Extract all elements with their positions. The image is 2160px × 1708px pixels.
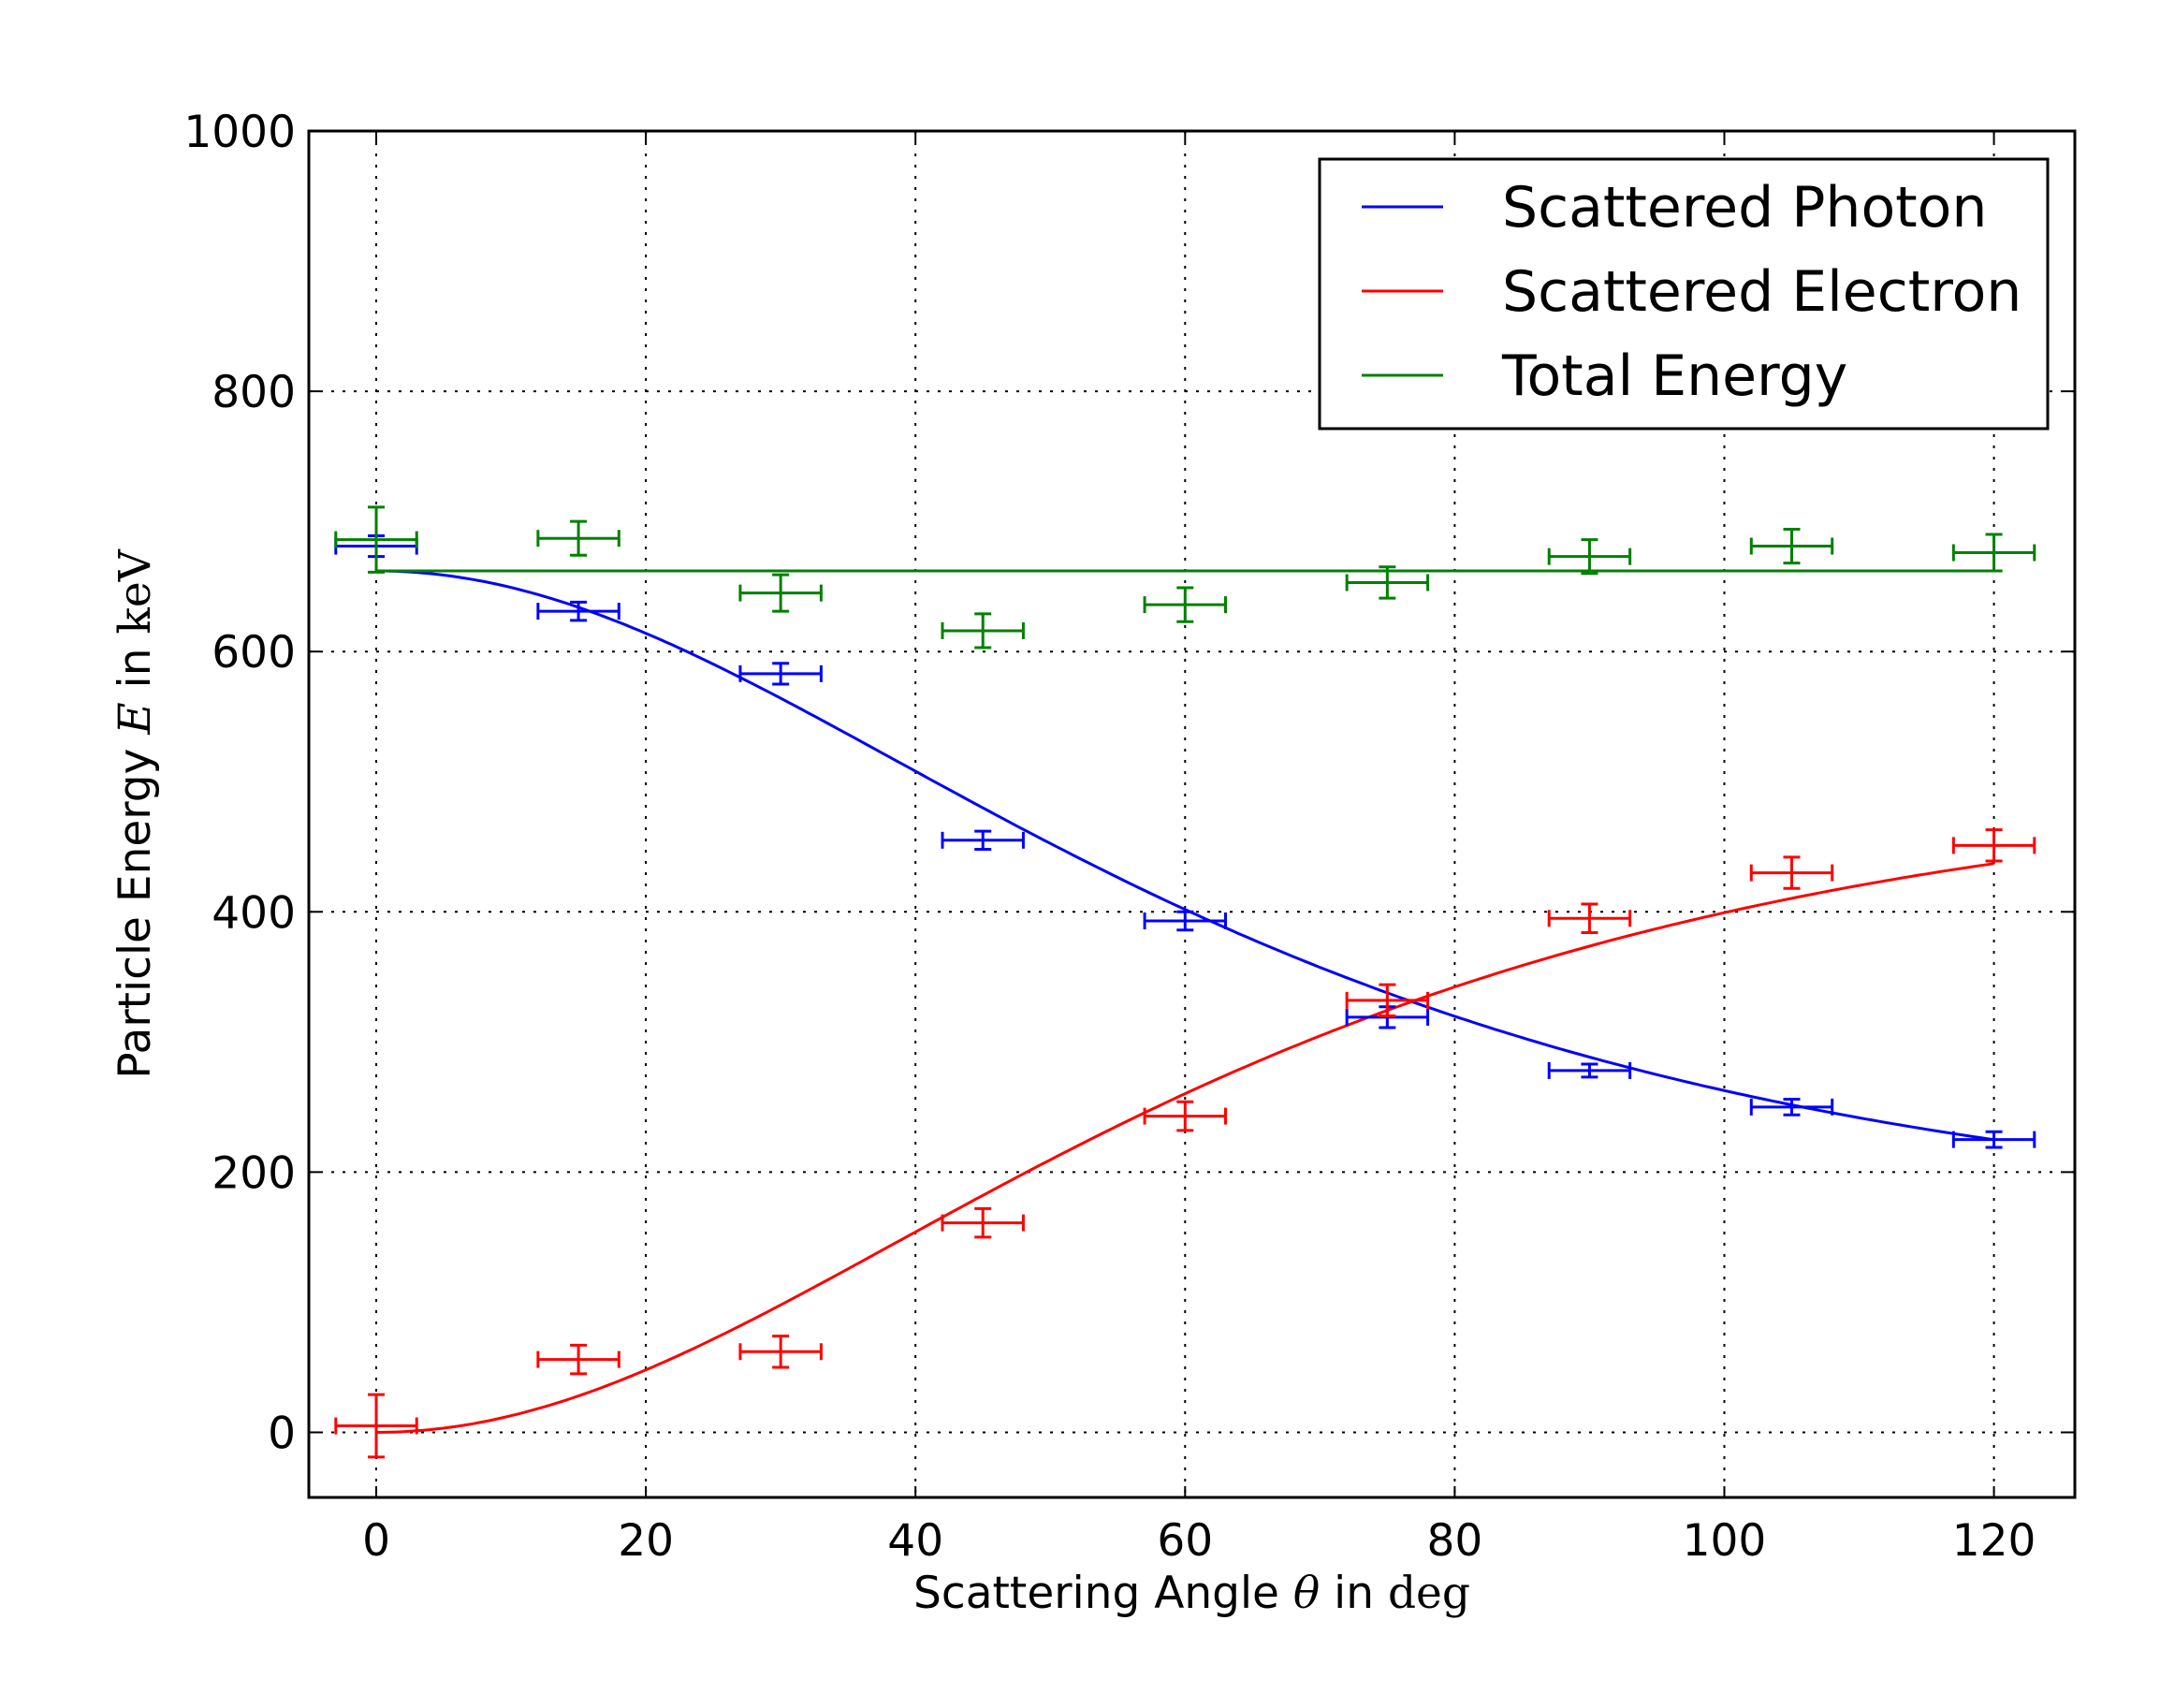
legend-box: [1318, 157, 2050, 431]
y-axis-label-middle: in: [109, 635, 161, 703]
y-axis-label-symbol: E: [109, 702, 161, 735]
data-point: [1951, 1130, 2036, 1149]
legend-label-scattered-electron: Scattered Electron: [1502, 259, 2021, 325]
curve-scattered-electron: [375, 862, 1994, 1434]
data-point: [536, 519, 620, 557]
data-point: [536, 1343, 620, 1376]
data-point: [334, 505, 418, 574]
data-point: [941, 1206, 1025, 1239]
x-axis-label-prefix: Scattering Angle: [913, 1568, 1293, 1619]
data-point: [738, 573, 823, 613]
data-point: [1547, 1061, 1632, 1079]
y-tick-label: 1000: [183, 107, 296, 158]
data-point: [738, 1335, 823, 1369]
x-axis-label-middle: in: [1320, 1568, 1388, 1619]
data-point: [1143, 586, 1228, 623]
data-point: [1143, 910, 1228, 932]
data-point: [1749, 855, 1834, 890]
x-axis-label-symbol: θ: [1293, 1568, 1320, 1619]
y-tick-label: 0: [268, 1408, 296, 1459]
plot-frame: [307, 129, 2077, 1499]
legend: Scattered Photon Scattered Electron Tota…: [1318, 157, 2050, 431]
model-curves: [375, 569, 1994, 1434]
data-point: [1143, 1100, 1228, 1132]
x-tick-label: 20: [618, 1515, 674, 1567]
x-tick-label: 100: [1683, 1515, 1767, 1567]
x-tick-label: 40: [887, 1515, 943, 1567]
y-axis-label: Particle Energy E in keV: [109, 548, 161, 1078]
x-tick-label: 60: [1157, 1515, 1213, 1567]
series-total-energy: [334, 505, 2036, 650]
data-point: [941, 829, 1025, 852]
data-point: [1547, 902, 1632, 935]
y-axis-label-prefix: Particle Energy: [109, 735, 161, 1079]
data-points: [334, 505, 2036, 1459]
y-axis-label-unit: keV: [109, 548, 161, 634]
legend-label-total-energy: Total Energy: [1501, 343, 1847, 409]
data-point: [941, 612, 1025, 650]
y-tick-label: 800: [212, 367, 296, 418]
x-tick-label: 0: [362, 1515, 390, 1567]
y-tick-label: 600: [212, 627, 296, 679]
data-point: [1749, 1098, 1834, 1117]
x-axis-label: Scattering Angle θ in deg: [913, 1568, 1470, 1619]
data-point: [1951, 828, 2036, 863]
data-point: [1345, 565, 1430, 600]
y-tick-label: 200: [212, 1147, 296, 1199]
legend-label-scattered-photon: Scattered Photon: [1502, 175, 1987, 241]
data-point: [1547, 538, 1632, 576]
x-tick-label: 80: [1426, 1515, 1482, 1567]
axis-ticks: 0 20 40 60 80 100 120 0 200 400 600 800 1000: [183, 107, 2075, 1567]
data-point: [536, 600, 620, 622]
curve-scattered-photon: [376, 569, 1994, 1142]
y-tick-label: 400: [212, 887, 296, 939]
data-point: [1345, 983, 1430, 1018]
data-point: [334, 1393, 418, 1459]
series-scattered-electron: [334, 828, 2036, 1459]
x-tick-label: 120: [1952, 1515, 2036, 1567]
data-point: [1749, 527, 1834, 565]
data-point: [1951, 533, 2036, 573]
x-axis-label-unit: deg: [1388, 1568, 1470, 1619]
data-point: [738, 662, 823, 686]
